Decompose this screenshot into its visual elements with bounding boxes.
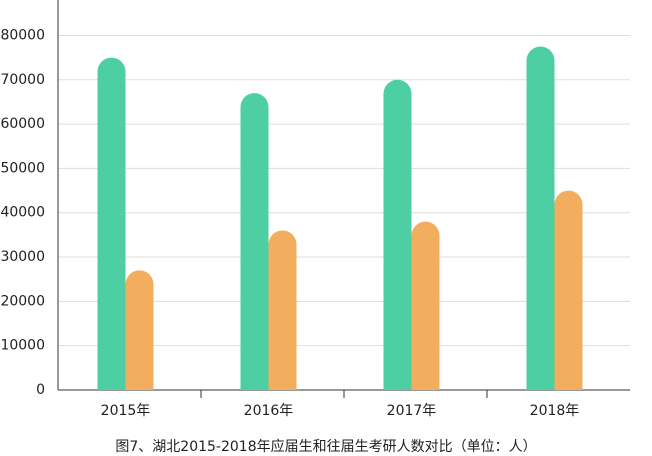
- y-tick-label: 30000: [0, 249, 45, 265]
- bar: [240, 93, 269, 391]
- bar: [125, 270, 154, 390]
- y-tick-label: 40000: [0, 205, 45, 221]
- y-tick-label: 10000: [0, 338, 45, 354]
- x-tick-label: 2017年: [387, 403, 437, 419]
- bar: [97, 57, 126, 390]
- y-tick-label: 20000: [0, 293, 45, 309]
- y-tick-label: 50000: [0, 160, 45, 176]
- bar: [383, 79, 412, 390]
- bar: [526, 46, 555, 391]
- y-tick-label: 80000: [0, 27, 45, 43]
- y-tick-label: 60000: [0, 116, 45, 132]
- chart-caption: 图7、湖北2015-2018年应届生和往届生考研人数对比（单位：人）: [115, 438, 536, 455]
- y-tick-label: 70000: [0, 72, 45, 88]
- x-tick-label: 2018年: [530, 403, 580, 419]
- x-tick-label: 2015年: [101, 403, 151, 419]
- x-tick-label: 2016年: [244, 403, 294, 419]
- bar: [411, 221, 440, 390]
- bar: [554, 190, 583, 390]
- bar: [268, 230, 297, 390]
- y-tick-label: 0: [36, 382, 45, 398]
